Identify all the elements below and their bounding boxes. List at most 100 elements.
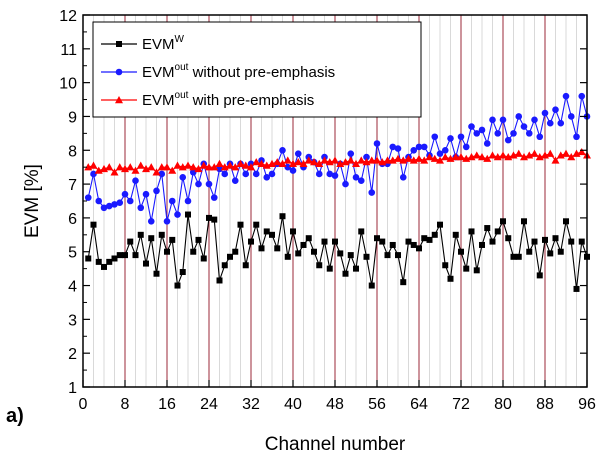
data-point [489,116,496,124]
x-tick-label: 16 [158,396,176,413]
data-point [346,156,355,164]
data-point [174,211,181,218]
data-point [451,153,460,161]
data-point [163,163,171,171]
data-point [420,156,429,164]
data-point [184,161,192,169]
data-point [90,170,97,178]
data-point [368,189,376,196]
data-point [404,154,413,162]
data-point [468,228,475,235]
y-tick-label: 10 [59,76,77,93]
data-point [173,161,182,169]
data-point [510,130,517,137]
data-point [473,130,481,137]
data-point [494,228,501,235]
data-point [547,250,554,257]
data-point [515,113,523,120]
data-point [442,262,449,269]
data-point [199,161,208,169]
x-tick-label: 8 [121,396,130,413]
data-point [116,252,123,259]
data-point [179,174,187,181]
data-point [505,235,512,242]
series-layer [84,92,591,292]
data-point [525,130,533,137]
data-point [189,163,198,171]
data-point [478,126,486,134]
data-point [347,150,355,157]
data-point [304,156,313,164]
data-point [563,218,569,225]
data-point [463,265,470,272]
legend-entry: EVMW [101,34,185,53]
data-point [315,170,323,178]
data-point [531,116,538,124]
data-point [420,143,428,151]
data-point [295,250,302,257]
data-point [89,161,98,169]
data-point [95,258,102,265]
data-point [552,106,559,113]
data-point [578,238,585,245]
series-square [85,211,590,292]
data-point [273,158,282,166]
data-point [221,262,228,269]
data-point [115,163,124,171]
data-point [363,153,370,161]
data-point [252,170,260,178]
data-point [258,245,265,252]
data-point [415,154,423,162]
data-point [310,158,318,166]
data-point [389,143,397,151]
data-point [395,252,401,259]
data-point [157,163,166,171]
data-point [488,151,497,159]
data-point [515,253,522,260]
data-point [546,149,555,157]
data-point [152,168,161,176]
data-point [210,194,218,201]
data-point [489,238,496,245]
data-point [568,238,575,245]
data-point [106,258,113,265]
data-point [142,190,150,198]
data-point [352,174,360,181]
legend-marker [115,96,123,104]
data-point [257,159,266,167]
data-point [95,197,103,205]
data-point [290,228,296,235]
y-tick-label: 11 [60,42,77,59]
data-point [236,159,245,167]
data-point [205,163,213,171]
data-point [190,248,197,255]
data-point [226,161,234,169]
data-point [221,170,229,178]
data-point [457,153,465,161]
data-point [358,228,365,235]
data-point [85,255,92,262]
data-point [573,133,580,141]
data-point [101,263,107,270]
data-point [216,165,223,173]
data-point [305,235,312,242]
data-point [562,92,570,100]
data-point [457,133,465,141]
data-point [164,248,170,255]
data-point [320,156,329,164]
series-line [87,96,588,222]
data-point [84,194,92,201]
data-point [147,217,155,225]
data-point [289,167,297,174]
data-point [252,158,261,166]
data-point [132,177,139,185]
data-point [279,213,286,220]
data-point [536,133,544,141]
data-point [399,174,407,181]
y-tick-label: 5 [68,245,77,262]
data-point [263,174,271,181]
data-point [195,180,202,188]
axis-ticks [82,14,588,388]
data-point [105,163,114,171]
